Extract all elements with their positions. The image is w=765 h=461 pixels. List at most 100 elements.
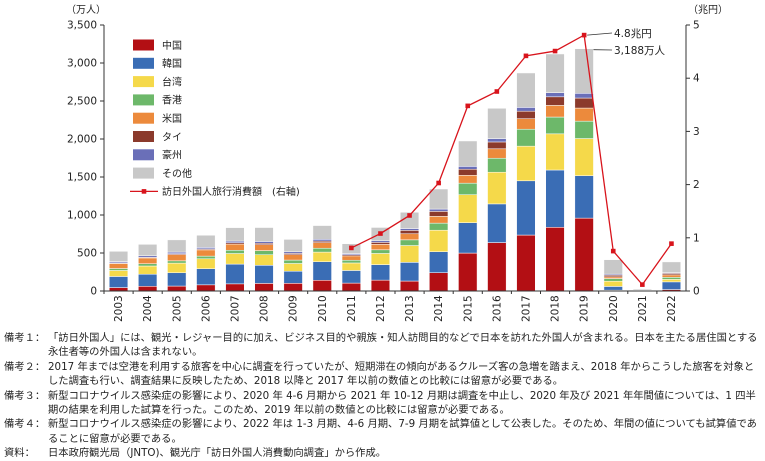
bar-segment-2016-0 <box>488 243 507 291</box>
bar-segment-2007-1 <box>226 264 245 284</box>
bar-segment-2007-3 <box>226 250 245 253</box>
legend-label: 香港 <box>162 95 182 107</box>
consumption-point <box>611 249 616 254</box>
consumption-point <box>407 213 412 218</box>
bar-segment-2008-4 <box>255 245 274 251</box>
bar-segment-2003-4 <box>109 263 128 268</box>
bar-segment-2010-6 <box>313 239 332 241</box>
y-tick-label: 500 <box>77 248 97 260</box>
annotation-text: 4.8兆円 <box>614 28 652 40</box>
bar-segment-2016-5 <box>488 142 507 149</box>
bar-segment-2011-1 <box>342 270 361 283</box>
stacked-bar-line-chart: （万人） （兆円） 05001,0001,5002,0002,5003,0003… <box>0 0 765 330</box>
bar-segment-2006-3 <box>197 256 216 259</box>
bar-segment-2014-6 <box>429 209 448 211</box>
bar-segment-2012-3 <box>371 250 390 254</box>
bar-segment-2014-7 <box>429 189 448 209</box>
bar-segment-2015-6 <box>458 166 477 169</box>
bar-segment-2018-7 <box>546 54 565 93</box>
bar-segment-2022-3 <box>662 277 681 279</box>
bar-segment-2020-7 <box>604 260 623 274</box>
legend-label: 訪日外国人旅行消費額 (右軸) <box>162 185 300 198</box>
bar-segment-2016-2 <box>488 172 507 204</box>
x-tick-label: 2015 <box>462 295 474 322</box>
bar-segment-2022-2 <box>662 279 681 282</box>
consumption-point <box>378 231 383 236</box>
y-tick-label: 1,000 <box>67 210 97 222</box>
bar-segment-2016-1 <box>488 204 507 243</box>
bar-segment-2006-2 <box>197 259 216 269</box>
bar-segment-2022-7 <box>662 262 681 273</box>
x-tick-label: 2020 <box>608 295 620 322</box>
y2-tick-label: 5 <box>693 20 700 32</box>
bar-segment-2009-1 <box>284 271 303 283</box>
bar-segment-2004-3 <box>138 264 157 266</box>
bar-segment-2011-4 <box>342 256 361 260</box>
x-tick-label: 2012 <box>375 295 387 322</box>
bar-segment-2009-4 <box>284 255 303 260</box>
y-tick-label: 0 <box>90 286 97 298</box>
bar-segment-2008-7 <box>255 228 274 242</box>
bar-segment-2013-6 <box>400 229 419 231</box>
bar-segment-2003-7 <box>109 251 128 261</box>
legend-swatch-1 <box>133 58 154 69</box>
bar-segment-2009-3 <box>284 260 303 263</box>
bar-segment-2019-2 <box>575 139 594 176</box>
bar-segment-2004-2 <box>138 266 157 274</box>
annotation-text: 3,188万人 <box>614 45 666 57</box>
bar-segment-2008-2 <box>255 255 274 266</box>
bar-segment-2014-0 <box>429 273 448 291</box>
note-label: 備考２： <box>4 360 48 389</box>
bar-segment-2013-2 <box>400 246 419 263</box>
consumption-point <box>465 104 470 109</box>
bar-segment-2014-3 <box>429 223 448 230</box>
bar-segment-2020-4 <box>604 277 623 279</box>
bar-segment-2021-7 <box>633 289 652 290</box>
bar-segment-2010-7 <box>313 226 332 240</box>
bar-segment-2014-1 <box>429 252 448 273</box>
bar-segment-2020-5 <box>604 275 623 277</box>
bar-segment-2012-4 <box>371 244 390 249</box>
bar-segment-2017-7 <box>517 73 536 107</box>
y-tick-label: 3,500 <box>67 20 97 32</box>
note-2: 備考２： 2017 年までは空港を利用する旅客を中心に調査を行っていたが、短期滞… <box>4 360 762 389</box>
bar-segment-2005-7 <box>167 240 186 252</box>
bar-segment-2016-6 <box>488 139 507 142</box>
bar-segment-2015-1 <box>458 223 477 253</box>
note-label: 備考３： <box>4 389 48 418</box>
bar-segment-2007-6 <box>226 241 245 243</box>
bar-segment-2004-7 <box>138 244 157 255</box>
y2-tick-label: 3 <box>693 126 700 138</box>
bar-segment-2014-2 <box>429 230 448 252</box>
x-tick-label: 2007 <box>229 295 241 322</box>
bar-segment-2013-0 <box>400 281 419 291</box>
note-label: 資料： <box>4 446 48 460</box>
bar-segment-2015-4 <box>458 175 477 183</box>
bar-segment-2019-4 <box>575 108 594 121</box>
consumption-point <box>640 282 645 287</box>
bar-segment-2008-6 <box>255 241 274 243</box>
y2-tick-label: 1 <box>693 232 700 244</box>
y2-tick-label: 4 <box>693 73 700 85</box>
bar-segment-2013-3 <box>400 240 419 246</box>
bar-segment-2022-1 <box>662 282 681 290</box>
bar-segment-2016-7 <box>488 108 507 138</box>
consumption-point <box>553 49 558 54</box>
legend-label: 米国 <box>162 112 182 125</box>
note-text: 新型コロナウイルス感染症の影響により、2022 年は 1-3 月期、4-6 月期… <box>48 417 762 446</box>
legend-swatch-3 <box>133 94 154 105</box>
x-tick-label: 2016 <box>491 295 503 322</box>
bar-segment-2018-4 <box>546 105 565 117</box>
bar-segment-2020-1 <box>604 286 623 290</box>
consumption-point <box>495 89 500 94</box>
bar-segment-2013-1 <box>400 262 419 281</box>
x-tick-label: 2006 <box>200 295 212 322</box>
note-text: 新型コロナウイルス感染症の影響により、2020 年 4-6 月期から 2021 … <box>48 389 762 418</box>
bar-segment-2020-3 <box>604 279 623 282</box>
bar-segment-2011-0 <box>342 283 361 291</box>
bar-segment-2004-1 <box>138 274 157 286</box>
note-text: 「訪日外国人」には、観光・レジャー目的に加え、ビジネス目的や親族・知人訪問目的な… <box>48 331 762 360</box>
bar-segment-2018-1 <box>546 170 565 227</box>
legend-label: 台湾 <box>162 75 182 88</box>
bar-segment-2012-5 <box>371 242 390 244</box>
